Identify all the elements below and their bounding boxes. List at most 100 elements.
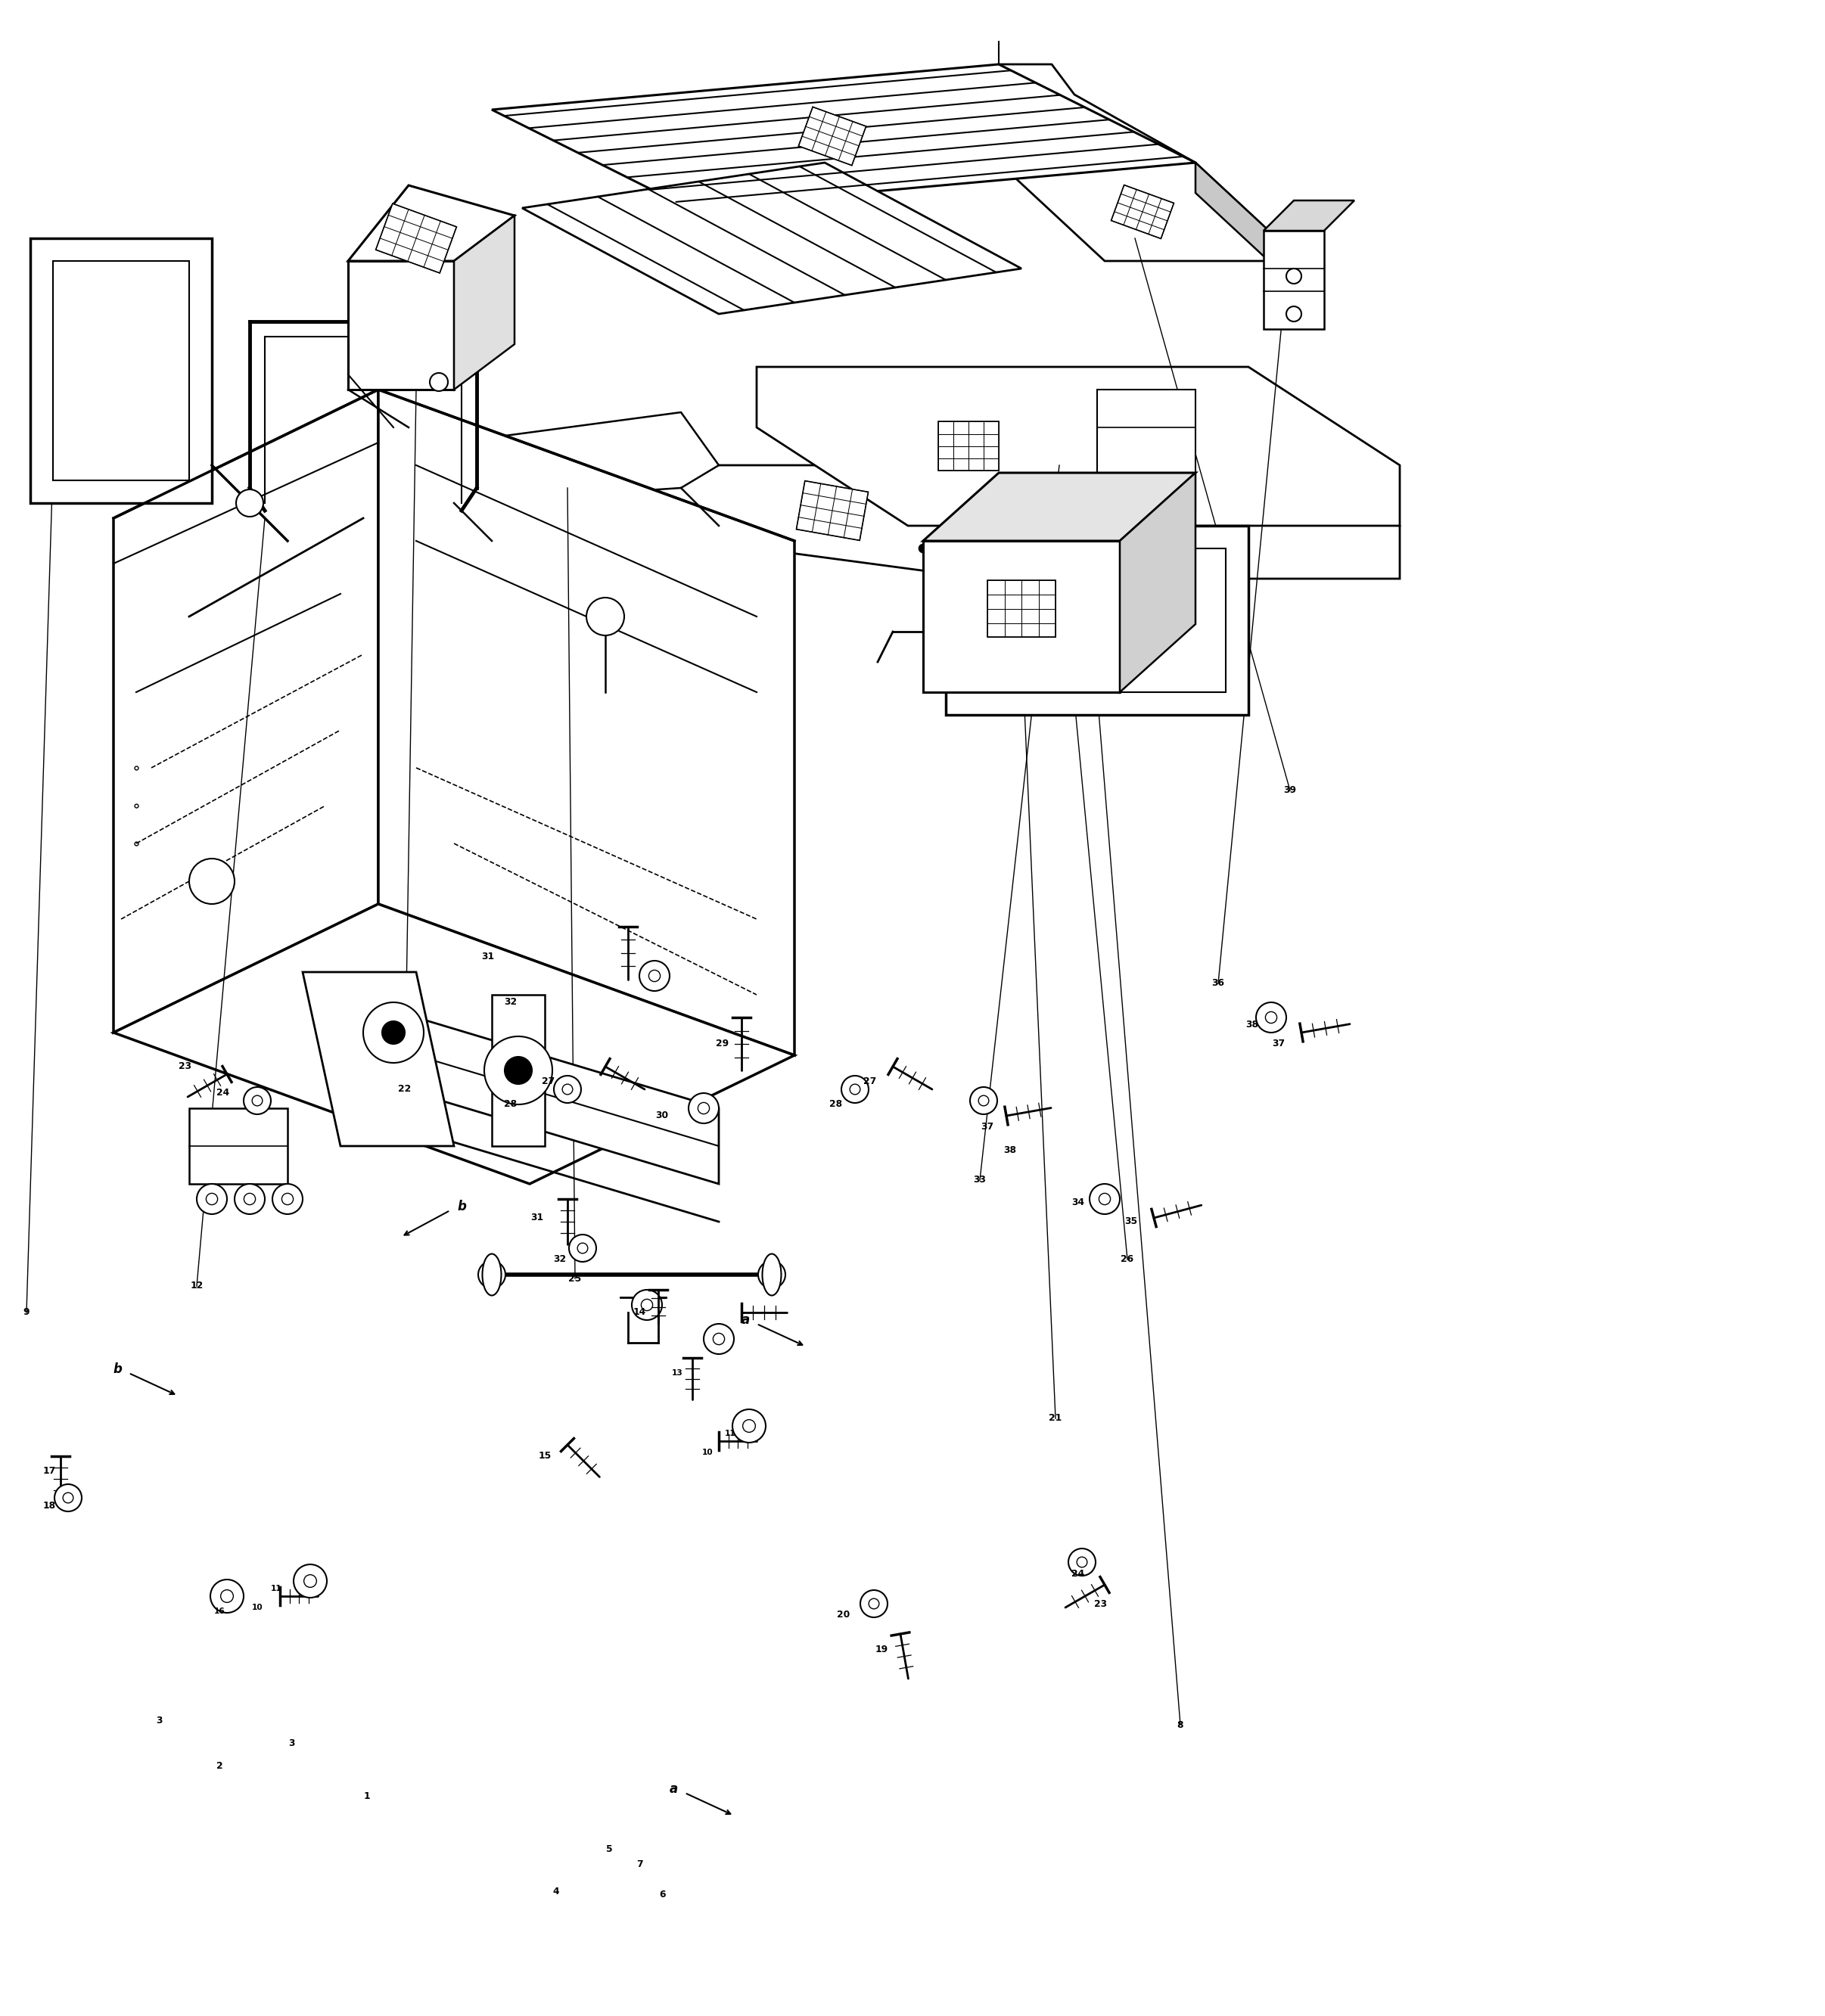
Text: 24: 24: [1071, 1568, 1084, 1579]
Polygon shape: [796, 482, 869, 540]
Text: 27: 27: [863, 1077, 876, 1087]
Text: 2: 2: [215, 1762, 223, 1772]
Polygon shape: [757, 367, 1400, 526]
Circle shape: [732, 1409, 766, 1443]
Circle shape: [221, 1591, 234, 1603]
Circle shape: [1265, 1012, 1277, 1024]
Circle shape: [577, 1244, 588, 1254]
Text: 3: 3: [288, 1738, 294, 1748]
Text: 20: 20: [838, 1611, 850, 1621]
Polygon shape: [341, 994, 719, 1183]
Circle shape: [272, 1183, 303, 1214]
Polygon shape: [923, 474, 1195, 540]
Circle shape: [1287, 306, 1301, 321]
Circle shape: [235, 1183, 265, 1214]
Polygon shape: [113, 903, 794, 1183]
Circle shape: [245, 1193, 256, 1206]
Polygon shape: [799, 107, 867, 165]
Text: 25: 25: [569, 1274, 582, 1284]
Circle shape: [648, 970, 661, 982]
Polygon shape: [1263, 230, 1325, 329]
Circle shape: [190, 859, 235, 903]
Text: 12: 12: [190, 1280, 203, 1290]
Circle shape: [210, 1579, 243, 1613]
Text: 16: 16: [214, 1607, 224, 1615]
Circle shape: [697, 1103, 710, 1115]
Text: 26: 26: [1121, 1254, 1133, 1264]
Circle shape: [841, 1077, 869, 1103]
Polygon shape: [1111, 185, 1173, 238]
Text: 10: 10: [252, 1603, 263, 1611]
Circle shape: [569, 1234, 597, 1262]
Circle shape: [971, 1087, 996, 1115]
Circle shape: [62, 1492, 73, 1504]
Circle shape: [1099, 1193, 1110, 1206]
Text: 31: 31: [531, 1214, 544, 1224]
Text: b: b: [113, 1363, 122, 1377]
Circle shape: [363, 1002, 423, 1062]
Circle shape: [478, 1262, 506, 1288]
Polygon shape: [349, 260, 454, 389]
Circle shape: [688, 1093, 719, 1123]
Text: 35: 35: [1124, 1218, 1137, 1226]
Circle shape: [639, 962, 670, 992]
Text: 11: 11: [270, 1585, 281, 1593]
Polygon shape: [923, 540, 1121, 691]
Circle shape: [586, 597, 624, 635]
Ellipse shape: [482, 1254, 502, 1296]
Circle shape: [243, 1087, 270, 1115]
Polygon shape: [454, 216, 515, 389]
Polygon shape: [454, 413, 719, 504]
Text: 28: 28: [504, 1099, 516, 1109]
Text: 10: 10: [703, 1450, 714, 1456]
Polygon shape: [303, 972, 454, 1145]
Text: b: b: [456, 1200, 465, 1214]
Text: 21: 21: [1049, 1413, 1062, 1423]
Polygon shape: [190, 1109, 288, 1183]
Text: 37: 37: [1272, 1038, 1285, 1048]
Polygon shape: [1097, 389, 1195, 510]
Polygon shape: [31, 238, 212, 504]
Circle shape: [553, 1077, 580, 1103]
Text: 38: 38: [1004, 1145, 1017, 1155]
Circle shape: [757, 1262, 785, 1288]
Text: 34: 34: [1071, 1198, 1084, 1208]
Text: 13: 13: [672, 1369, 683, 1377]
Text: a: a: [741, 1312, 750, 1327]
Polygon shape: [113, 389, 378, 1032]
Text: 4: 4: [553, 1887, 558, 1897]
Polygon shape: [1263, 200, 1354, 230]
Circle shape: [484, 1036, 553, 1105]
Text: 14: 14: [633, 1308, 646, 1316]
Circle shape: [506, 1056, 531, 1085]
Text: 7: 7: [637, 1861, 642, 1869]
Text: 24: 24: [217, 1089, 230, 1099]
Text: 11: 11: [725, 1429, 735, 1437]
Text: 29: 29: [715, 1038, 728, 1048]
Circle shape: [281, 1193, 294, 1206]
Circle shape: [252, 1095, 263, 1107]
Polygon shape: [53, 260, 190, 480]
Polygon shape: [376, 204, 456, 272]
Text: 6: 6: [659, 1891, 666, 1899]
Circle shape: [1090, 1183, 1121, 1214]
Circle shape: [562, 1085, 573, 1095]
Polygon shape: [522, 163, 1022, 314]
Text: 33: 33: [973, 1175, 986, 1185]
Circle shape: [743, 1419, 756, 1431]
Polygon shape: [1195, 163, 1301, 290]
Circle shape: [206, 1193, 217, 1206]
Circle shape: [1077, 1556, 1088, 1566]
Text: 15: 15: [538, 1452, 551, 1462]
Text: a: a: [670, 1782, 677, 1796]
Text: 23: 23: [179, 1062, 192, 1073]
Polygon shape: [969, 548, 1226, 691]
Text: 5: 5: [606, 1845, 613, 1855]
Polygon shape: [945, 526, 1248, 716]
Circle shape: [860, 1591, 887, 1617]
Text: 23: 23: [1095, 1599, 1108, 1609]
Circle shape: [641, 1298, 653, 1310]
Polygon shape: [1121, 474, 1195, 691]
Text: 32: 32: [553, 1254, 566, 1264]
Text: 39: 39: [1283, 786, 1296, 796]
